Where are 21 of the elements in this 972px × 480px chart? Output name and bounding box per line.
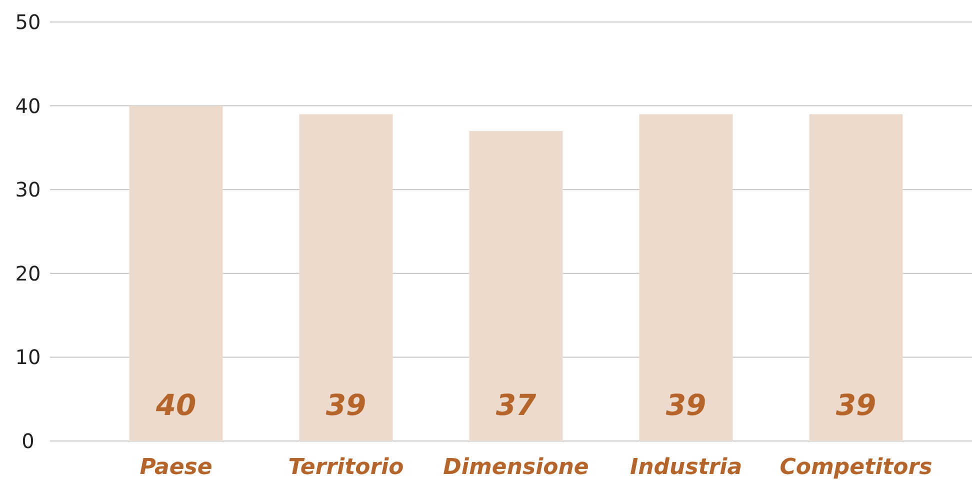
- x-tick-label: Territorio: [288, 455, 404, 480]
- x-tick-label: Industria: [630, 455, 742, 480]
- y-tick-label: 0: [22, 429, 34, 453]
- bar: [639, 114, 733, 441]
- y-tick-label: 10: [15, 345, 41, 370]
- y-tick-label: 20: [15, 261, 41, 286]
- data-label: 39: [836, 388, 876, 422]
- data-label: 40: [154, 388, 196, 422]
- x-tick-label: Paese: [140, 455, 212, 480]
- bar: [129, 106, 223, 441]
- bar: [299, 114, 393, 441]
- bar: [469, 130, 563, 441]
- data-label: 39: [666, 388, 706, 422]
- x-tick-label: Competitors: [780, 455, 932, 480]
- y-tick-label: 40: [15, 94, 41, 118]
- y-tick-label: 30: [15, 178, 41, 202]
- bar: [809, 114, 903, 441]
- y-tick-label: 50: [15, 10, 41, 34]
- data-label: 39: [326, 388, 366, 422]
- data-label: 37: [496, 388, 537, 422]
- x-tick-label: Dimensione: [443, 455, 589, 480]
